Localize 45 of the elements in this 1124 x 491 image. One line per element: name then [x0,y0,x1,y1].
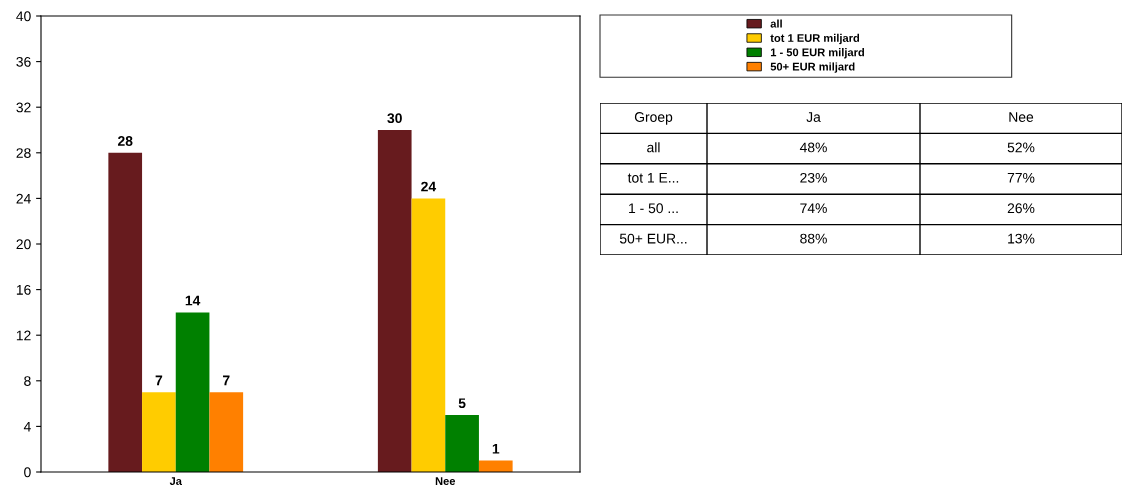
category-label: Ja [806,112,821,122]
y-tick-label: 28 [16,148,31,158]
text: 48% [799,142,827,153]
bar [377,130,412,472]
bar [175,312,210,472]
bar [445,415,479,472]
data-label: 7 [155,375,163,386]
legend-label: 50+ EUR miljard [770,62,855,73]
category-label: tot 1 E... [627,173,679,183]
bar [142,392,176,472]
legend-label: tot 1 EUR miljard [770,33,860,45]
y-tick-label: 12 [16,330,31,341]
bar [209,392,244,472]
legend-label: all [770,19,782,28]
category-label: all [647,142,660,153]
y-tick-label: 32 [16,102,31,113]
text: 77% [1007,172,1035,183]
text: 26% [1007,203,1035,214]
text: 13% [1008,233,1035,244]
data-label: 14 [185,295,201,306]
category-label: 50+ EUR... [619,233,687,244]
category-label: 1 - 50 ... [629,203,678,214]
text: 52% [1007,142,1035,153]
legend-label: 1 - 50 EUR miljard [770,48,865,59]
data-label: 28 [117,136,133,146]
y-tick-label: 36 [16,56,31,67]
data-label: 7 [223,375,230,386]
y-tick-label: 8 [24,376,31,386]
y-tick-label: 16 [16,284,31,295]
y-tick-label: 24 [16,193,31,204]
y-tick-label: 40 [16,11,31,22]
y-tick-label: 20 [16,239,31,250]
text: 88% [800,233,827,244]
data-label: 24 [421,181,437,192]
category-label: Nee [1009,112,1034,122]
data-label: 5 [458,398,466,409]
text: 74% [800,203,827,214]
y-tick-label: 0 [24,467,31,478]
bar [108,152,143,472]
text: 23% [800,172,827,183]
data-label: 30 [387,113,402,124]
data-label: 1 [492,444,500,454]
bar [411,198,446,472]
text: Groep [634,112,673,125]
y-tick-label: 4 [23,421,31,432]
